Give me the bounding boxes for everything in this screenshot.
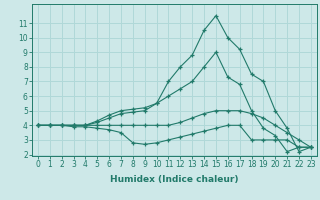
- X-axis label: Humidex (Indice chaleur): Humidex (Indice chaleur): [110, 175, 239, 184]
